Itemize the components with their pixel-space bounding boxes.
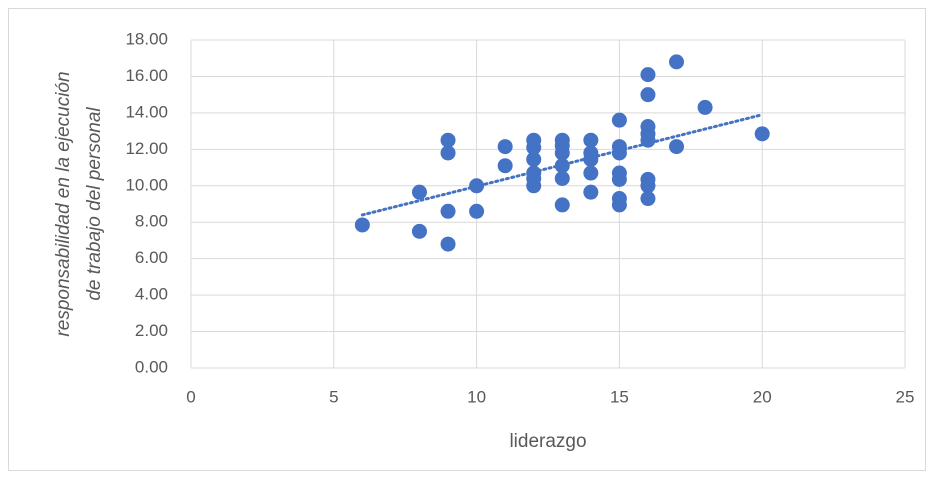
point [669, 54, 685, 70]
point [554, 145, 570, 161]
x-axis-title: liderazgo [509, 431, 586, 452]
point [640, 87, 656, 103]
point [611, 171, 627, 187]
point [611, 197, 627, 213]
point [640, 191, 656, 207]
y-tick-label: 14.00 [125, 102, 168, 121]
point [640, 67, 656, 83]
x-tick-label: 5 [329, 387, 338, 406]
point [440, 236, 456, 252]
y-tick-label: 8.00 [135, 212, 168, 231]
x-tick-label: 0 [186, 387, 195, 406]
point [583, 165, 599, 181]
y-tick-label: 12.00 [125, 139, 168, 158]
point [611, 112, 627, 128]
point [411, 184, 427, 200]
y-tick-label: 10.00 [125, 175, 168, 194]
y-axis-title: responsabilidad en la ejecución [53, 71, 74, 336]
x-tick-label: 25 [896, 387, 915, 406]
y-axis-title: de trabajo del personal [84, 107, 105, 301]
point [669, 139, 685, 155]
point [640, 178, 656, 194]
point [583, 184, 599, 200]
point [583, 151, 599, 167]
point [497, 158, 513, 174]
x-tick-label: 10 [467, 387, 486, 406]
point [554, 197, 570, 213]
point [469, 203, 485, 219]
point [526, 151, 542, 167]
y-tick-label: 0.00 [135, 357, 168, 376]
point [526, 178, 542, 194]
trendline [360, 113, 764, 217]
point [583, 132, 599, 148]
y-tick-label: 16.00 [125, 66, 168, 85]
point [526, 140, 542, 156]
point [697, 99, 713, 115]
point [497, 139, 513, 155]
point [440, 203, 456, 219]
point [440, 132, 456, 148]
point [754, 126, 770, 142]
y-tick-label: 6.00 [135, 248, 168, 267]
y-tick-label: 2.00 [135, 321, 168, 340]
x-tick-label: 15 [610, 387, 629, 406]
y-tick-label: 4.00 [135, 285, 168, 304]
point [354, 217, 370, 233]
point [440, 145, 456, 161]
x-tick-label: 20 [753, 387, 772, 406]
y-tick-label: 18.00 [125, 29, 168, 48]
point [554, 170, 570, 186]
point [411, 223, 427, 239]
chart-border [8, 8, 926, 471]
